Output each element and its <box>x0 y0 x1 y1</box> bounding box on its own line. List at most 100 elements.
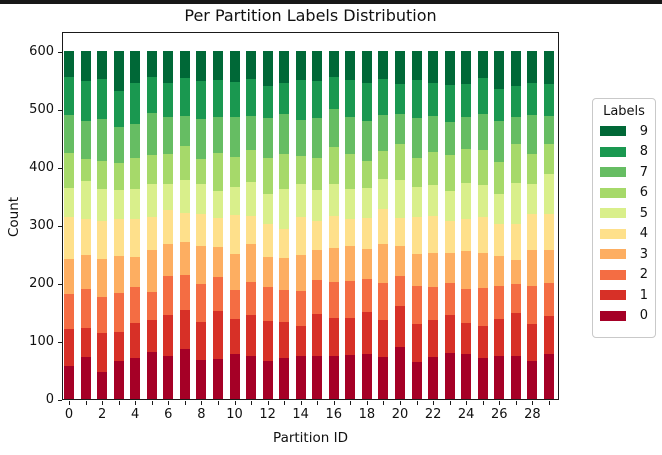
bar-segment-label-4 <box>494 223 505 256</box>
bar-segment-label-5 <box>163 183 174 210</box>
x-tick-label: 4 <box>131 407 140 422</box>
y-tick <box>58 283 62 285</box>
bar-segment-label-0 <box>428 357 439 399</box>
bar-segment-label-4 <box>163 209 174 245</box>
bar-segment-label-7 <box>163 117 174 155</box>
bar-segment-label-3 <box>146 249 157 293</box>
bar-segment-label-6 <box>312 157 323 191</box>
bar-segment-label-8 <box>196 81 207 119</box>
bar-segment-label-9 <box>461 51 472 85</box>
bar-segment-label-3 <box>345 245 356 282</box>
bar-partition-4 <box>130 51 141 399</box>
bar-segment-label-6 <box>378 150 389 180</box>
bar-segment-label-3 <box>312 249 323 281</box>
y-tick-label: 400 <box>29 160 54 175</box>
bar-partition-3 <box>113 51 124 399</box>
y-tick-label: 600 <box>29 44 54 59</box>
bar-segment-label-1 <box>411 324 422 363</box>
bar-segment-label-2 <box>64 294 74 329</box>
bar-segment-label-6 <box>113 162 124 191</box>
bar-segment-label-2 <box>461 288 472 324</box>
bar-segment-label-0 <box>279 357 290 399</box>
bar-segment-label-2 <box>130 287 141 324</box>
bar-segment-label-6 <box>461 149 472 184</box>
bar-segment-label-5 <box>212 190 223 219</box>
bar-segment-label-4 <box>295 216 306 256</box>
bar-segment-label-7 <box>543 115 554 144</box>
bar-segment-label-2 <box>246 281 257 315</box>
bar-segment-label-4 <box>328 215 339 249</box>
bar-segment-label-9 <box>527 51 538 83</box>
bar-segment-label-0 <box>361 353 372 399</box>
bar-segment-label-2 <box>510 284 521 314</box>
bar-partition-8 <box>196 51 207 399</box>
bar-segment-label-7 <box>477 114 488 151</box>
bar-segment-label-4 <box>378 208 389 245</box>
bar-segment-label-7 <box>80 121 91 159</box>
bar-segment-label-7 <box>395 114 405 144</box>
bar-segment-label-4 <box>477 216 488 253</box>
bar-segment-label-0 <box>510 356 521 399</box>
bar-segment-label-5 <box>80 180 91 220</box>
bar-segment-label-0 <box>80 357 91 399</box>
bar-partition-13 <box>279 51 290 399</box>
bar-segment-label-0 <box>312 356 323 399</box>
y-tick <box>58 167 62 169</box>
bar-segment-label-9 <box>146 51 157 78</box>
bar-segment-label-6 <box>146 154 157 184</box>
legend-entry-label: 8 <box>639 144 648 160</box>
bar-segment-label-5 <box>97 189 108 221</box>
bar-segment-label-8 <box>543 84 554 116</box>
bar-segment-label-7 <box>411 118 422 158</box>
legend-title: Labels <box>603 104 645 119</box>
bar-segment-label-4 <box>146 216 157 250</box>
bar-partition-22 <box>428 51 439 399</box>
bar-segment-label-3 <box>295 255 306 292</box>
bar-segment-label-7 <box>64 114 74 154</box>
bar-segment-label-4 <box>130 219 141 257</box>
bar-segment-label-8 <box>64 77 74 115</box>
bar-segment-label-1 <box>510 313 521 357</box>
bar-segment-label-6 <box>527 153 538 184</box>
bar-segment-label-5 <box>494 194 505 224</box>
bar-segment-label-8 <box>113 91 124 127</box>
bar-segment-label-1 <box>163 314 174 357</box>
bar-segment-label-3 <box>279 258 290 290</box>
bar-segment-label-2 <box>262 287 273 322</box>
bar-segment-label-2 <box>428 287 439 321</box>
x-tick <box>333 401 335 405</box>
bar-segment-label-7 <box>428 115 439 152</box>
bar-segment-label-5 <box>179 179 190 213</box>
legend-row: 2 <box>600 265 648 286</box>
bar-segment-label-6 <box>361 161 372 188</box>
bar-segment-label-0 <box>494 356 505 399</box>
legend-row: 6 <box>600 183 648 204</box>
bar-segment-label-2 <box>527 285 538 325</box>
x-tick-label: 6 <box>164 407 173 422</box>
bar-partition-23 <box>444 51 455 399</box>
x-tick <box>499 401 501 405</box>
bar-segment-label-9 <box>295 51 306 80</box>
legend-swatch <box>600 208 626 219</box>
x-tick <box>466 401 468 405</box>
bar-segment-label-6 <box>262 157 273 194</box>
bar-segment-label-1 <box>295 325 306 357</box>
bar-segment-label-1 <box>262 321 273 361</box>
bar-partition-25 <box>477 51 488 399</box>
bar-segment-label-3 <box>229 254 240 290</box>
bar-segment-label-8 <box>80 81 91 122</box>
bar-segment-label-4 <box>229 215 240 254</box>
bar-segment-label-4 <box>179 212 190 242</box>
bar-segment-label-3 <box>378 244 389 283</box>
bar-segment-label-2 <box>411 285 422 325</box>
bar-segment-label-3 <box>494 255 505 286</box>
bar-segment-label-6 <box>97 161 108 190</box>
bar-segment-label-7 <box>229 117 240 158</box>
bar-segment-label-8 <box>295 80 306 121</box>
bar-segment-label-9 <box>130 51 141 83</box>
bar-segment-label-6 <box>80 158 91 181</box>
bar-segment-label-0 <box>295 356 306 399</box>
legend-swatch <box>600 167 626 178</box>
bar-segment-label-9 <box>494 51 505 89</box>
bar-segment-label-5 <box>312 190 323 221</box>
